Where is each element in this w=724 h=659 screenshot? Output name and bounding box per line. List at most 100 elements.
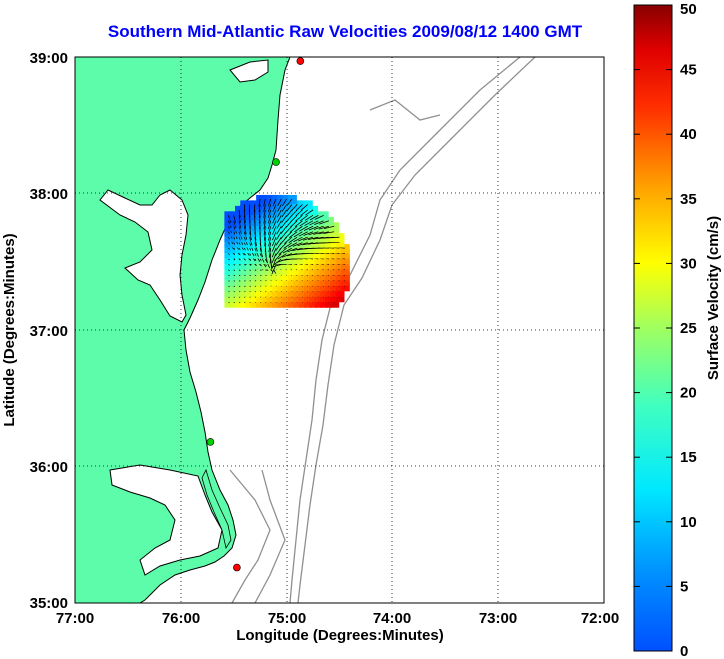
velocity-arrow <box>243 231 248 240</box>
velocity-arrow <box>233 215 237 223</box>
velocity-arrow <box>268 248 272 258</box>
velocity-cell <box>319 255 329 265</box>
velocity-cell <box>324 282 334 292</box>
velocity-arrow <box>259 247 263 258</box>
velocity-cell <box>314 298 324 308</box>
velocity-arrow <box>277 253 287 260</box>
y-tick-label: 36:00 <box>30 459 68 476</box>
barrier-islands <box>201 468 232 550</box>
velocity-cell <box>277 276 287 286</box>
velocity-arrow <box>300 204 309 211</box>
velocity-cell <box>256 282 266 292</box>
velocity-arrow <box>318 231 330 235</box>
velocity-arrow <box>290 209 298 217</box>
velocity-arrow <box>272 204 277 213</box>
velocity-cell <box>250 271 260 281</box>
velocity-arrow <box>295 215 303 222</box>
velocity-arrow <box>263 231 266 241</box>
velocity-arrow <box>323 231 335 234</box>
velocity-cell <box>319 244 329 254</box>
velocity-cell <box>298 265 308 275</box>
velocity-cell <box>330 265 340 275</box>
colorbar-tick-label: 40 <box>680 126 697 143</box>
velocity-cell <box>309 282 319 292</box>
velocity-cell <box>303 216 313 226</box>
velocity-arrow <box>293 236 303 243</box>
velocity-arrow <box>249 231 252 241</box>
velocity-arrow <box>299 215 308 222</box>
velocity-arrow <box>271 253 277 263</box>
velocity-cell <box>335 271 345 281</box>
velocity-cell <box>335 293 345 303</box>
velocity-arrow <box>268 242 272 253</box>
velocity-cell <box>298 298 308 308</box>
pamlico-sound <box>109 464 223 576</box>
velocity-cell <box>266 200 276 210</box>
velocity-arrow <box>281 253 293 258</box>
velocity-arrow <box>263 226 266 235</box>
velocity-arrow <box>300 209 309 216</box>
velocity-arrow <box>249 237 253 246</box>
velocity-cell <box>224 298 234 308</box>
velocity-cell <box>335 249 345 259</box>
velocity-arrow <box>276 220 282 229</box>
velocity-cell <box>303 260 313 270</box>
velocity-cell <box>272 255 282 265</box>
station-marker <box>233 563 241 572</box>
velocity-cell <box>266 293 276 303</box>
velocity-cell <box>293 200 303 210</box>
velocity-arrow <box>282 247 293 254</box>
velocity-arrow <box>243 226 247 235</box>
velocity-cell <box>314 222 324 232</box>
velocity-arrow <box>267 215 272 224</box>
velocity-cell <box>303 255 313 265</box>
velocity-cell <box>282 227 292 237</box>
velocity-cell <box>250 200 260 210</box>
velocity-arrow <box>243 220 247 229</box>
velocity-cell <box>293 216 303 226</box>
velocity-cell <box>229 276 239 286</box>
velocity-cell <box>250 293 260 303</box>
plot-frame <box>74 56 605 604</box>
velocity-arrow <box>278 247 287 255</box>
velocity-arrow <box>259 220 261 230</box>
velocity-cell <box>293 293 303 303</box>
velocity-cell <box>261 200 271 210</box>
velocity-cell <box>330 271 340 281</box>
velocity-cell <box>340 249 350 259</box>
velocity-cell <box>314 282 324 292</box>
velocity-cell <box>340 265 350 275</box>
velocity-cell <box>229 282 239 292</box>
velocity-arrow <box>303 236 314 241</box>
velocity-arrow <box>318 225 330 230</box>
velocity-arrow <box>270 258 273 270</box>
velocity-cell <box>314 227 324 237</box>
velocity-arrow <box>279 242 287 250</box>
velocity-cell <box>293 271 303 281</box>
velocity-arrow <box>299 225 308 232</box>
velocity-cell <box>330 249 340 259</box>
velocity-cell <box>282 238 292 248</box>
velocity-cell <box>266 282 276 292</box>
velocity-cell <box>261 233 271 243</box>
velocity-arrow <box>294 220 303 227</box>
velocity-arrow <box>290 220 298 228</box>
velocity-cell <box>272 287 282 297</box>
velocity-arrow <box>295 204 303 211</box>
velocity-arrow <box>276 226 282 235</box>
velocity-arrow <box>272 198 277 207</box>
velocity-cell <box>277 287 287 297</box>
velocity-cell <box>324 244 334 254</box>
velocity-cell <box>287 293 297 303</box>
velocity-cell <box>261 244 271 254</box>
velocity-cell <box>324 276 334 286</box>
station-marker <box>296 57 305 65</box>
velocity-cell <box>282 282 292 292</box>
velocity-cell <box>282 244 292 254</box>
velocity-cell <box>314 276 324 286</box>
velocity-cell <box>314 287 324 297</box>
velocity-arrow <box>313 231 324 235</box>
velocity-cell <box>309 287 319 297</box>
velocity-cell <box>272 293 282 303</box>
